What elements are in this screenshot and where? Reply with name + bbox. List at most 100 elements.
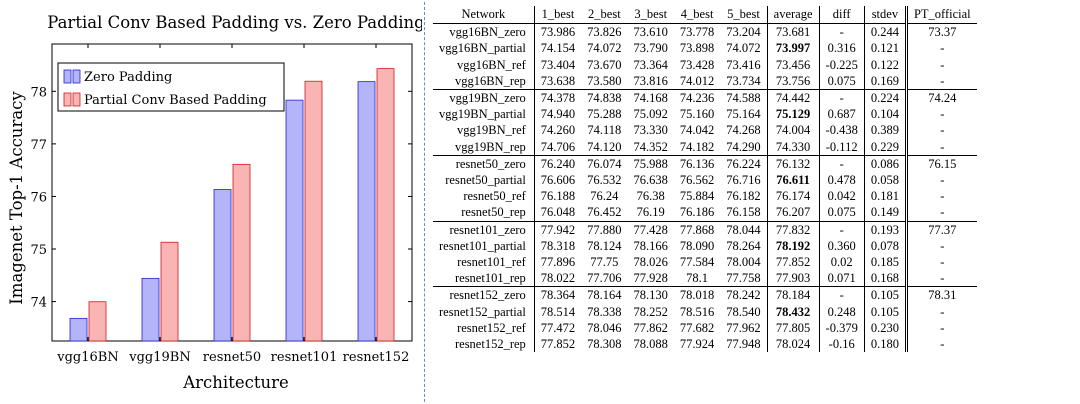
value-cell: 78.164 xyxy=(587,288,622,303)
value-cell: 74.042 xyxy=(679,123,715,138)
legend-box xyxy=(57,62,285,112)
value-cell: 78.432 xyxy=(766,303,820,320)
value-cell: 73.681 xyxy=(766,23,820,41)
value-cell: 73.898 xyxy=(679,41,715,56)
value-cell: - xyxy=(904,40,977,57)
table-row: resnet50_zero 76.240 76.074 75.988 76.136 76.… xyxy=(433,155,977,173)
table-row: resnet101_partial 78.318 78.124 78.166 78.09… xyxy=(433,237,977,255)
value-cell: 0.224 xyxy=(863,89,907,107)
value-cell: 76.074 xyxy=(587,156,622,171)
results-table: Network 1_best 2_best 3_best 4_best 5_best ave… xyxy=(433,6,977,353)
value-cell: 76.638 xyxy=(633,173,668,188)
value-cell: 0.078 xyxy=(863,237,907,255)
value-cell: 74.072 xyxy=(726,41,761,56)
network-name-cell: resnet101_ref xyxy=(457,255,526,270)
network-name-cell: vgg19BN_partial xyxy=(439,107,526,122)
value-cell: - xyxy=(818,221,865,238)
bar-chart-panel: Partial Conv Based Padding vs. Zero Padd… xyxy=(0,0,422,404)
value-cell: - xyxy=(818,89,865,107)
value-cell: 74.120 xyxy=(581,138,628,156)
value-cell: 77.584 xyxy=(679,255,715,270)
value-cell: 0.229 xyxy=(863,138,907,156)
value-cell: 76.19 xyxy=(627,204,674,222)
value-cell: - xyxy=(904,303,977,320)
column-header-4-best: 4_best xyxy=(673,6,721,25)
value-cell: 73.986 xyxy=(533,23,582,41)
value-cell: 78.318 xyxy=(533,237,582,255)
value-cell: 77.862 xyxy=(633,320,668,335)
value-cell: 0.105 xyxy=(863,303,907,320)
value-cell: 77.472 xyxy=(533,319,582,337)
table-row: resnet152_ref 77.472 78.046 77.862 77.682 77.… xyxy=(433,319,977,337)
value-cell: 76.532 xyxy=(587,173,622,188)
value-cell: 74.260 xyxy=(533,122,582,139)
value-cell: 75.129 xyxy=(766,106,820,123)
value-cell: 78.088 xyxy=(633,337,668,352)
value-cell: 0.075 xyxy=(818,72,865,91)
value-cell: 78.308 xyxy=(587,337,622,352)
table-row: resnet152_rep 77.852 78.308 78.088 77.924 77.… xyxy=(433,336,977,353)
value-cell: 76.716 xyxy=(726,173,761,188)
value-cell: 0.149 xyxy=(863,204,907,222)
value-cell: 74.236 xyxy=(679,91,715,106)
value-cell: 75.160 xyxy=(679,107,715,122)
value-cell: 73.826 xyxy=(587,25,622,40)
network-name-cell: resnet101_partial xyxy=(439,238,526,253)
value-cell: 78.026 xyxy=(633,255,668,270)
table-row: vgg16BN_ref 73.404 73.670 73.364 73.428 73.41… xyxy=(433,56,977,73)
column-header-5-best: 5_best xyxy=(720,6,768,25)
value-cell: - xyxy=(904,172,977,189)
value-cell: 78.018 xyxy=(679,288,715,303)
legend-swatch xyxy=(63,92,72,107)
x-tick-label: resnet101 xyxy=(271,350,338,365)
network-name-cell: resnet50_zero xyxy=(455,156,526,171)
dashed-divider xyxy=(424,2,425,402)
column-header-2-best: 2_best xyxy=(581,6,628,25)
network-name-cell: vgg16BN_zero xyxy=(449,25,526,40)
legend-swatch xyxy=(72,69,81,84)
value-cell: 76.611 xyxy=(766,172,820,189)
value-cell: 74.268 xyxy=(726,123,761,138)
value-cell: 74.442 xyxy=(766,89,820,107)
value-cell: -0.112 xyxy=(818,138,865,156)
value-cell: 76.452 xyxy=(581,204,628,222)
value-cell: 78.264 xyxy=(726,238,761,253)
network-name-cell: resnet50_rep xyxy=(433,204,535,222)
value-cell: 75.092 xyxy=(633,107,668,122)
value-cell: 77.928 xyxy=(627,270,674,288)
value-cell: 0.230 xyxy=(863,319,907,337)
value-cell: - xyxy=(818,155,865,173)
table-row: resnet101_ref 77.896 77.75 78.026 77.584 78.0… xyxy=(433,254,977,271)
y-tick-label: 77 xyxy=(30,138,47,153)
value-cell: 0.389 xyxy=(863,122,907,139)
network-name-cell: vgg16BN_rep xyxy=(433,72,535,91)
legend-label: Zero Padding xyxy=(84,70,172,85)
network-name-cell: vgg16BN_ref xyxy=(457,57,526,72)
bar-partial-conv-resnet101 xyxy=(304,80,323,342)
value-cell: 77.924 xyxy=(679,337,715,352)
value-cell: 78.022 xyxy=(533,270,582,288)
network-name-cell: vgg16BN_partial xyxy=(439,41,526,56)
results-table-panel: Network 1_best 2_best 3_best 4_best 5_best ave… xyxy=(433,6,1053,353)
value-cell: 73.997 xyxy=(766,40,820,57)
value-cell: -0.225 xyxy=(818,56,865,73)
value-cell: 76.606 xyxy=(533,172,582,189)
value-cell: 74.004 xyxy=(766,122,820,139)
value-cell: 76.186 xyxy=(673,204,721,222)
column-header-stdev: stdev xyxy=(863,6,907,25)
value-cell: 78.514 xyxy=(533,303,582,320)
value-cell: 73.456 xyxy=(766,56,820,73)
value-cell: 76.048 xyxy=(533,204,582,222)
value-cell: 78.364 xyxy=(533,286,582,304)
value-cell: 0.168 xyxy=(863,270,907,288)
value-cell: 0.193 xyxy=(863,221,907,238)
value-cell: 76.15 xyxy=(904,155,977,173)
value-cell: 75.988 xyxy=(633,156,668,171)
table-row: resnet50_ref 76.188 76.24 76.38 75.884 76.182… xyxy=(433,188,977,205)
value-cell: 73.580 xyxy=(581,72,628,91)
value-cell: 74.072 xyxy=(587,41,622,56)
value-cell: 73.204 xyxy=(726,25,761,40)
table-row: vgg19BN_rep 74.706 74.120 74.352 74.182 74.29… xyxy=(433,138,977,156)
value-cell: -0.379 xyxy=(818,319,865,337)
value-cell: 77.758 xyxy=(720,270,768,288)
